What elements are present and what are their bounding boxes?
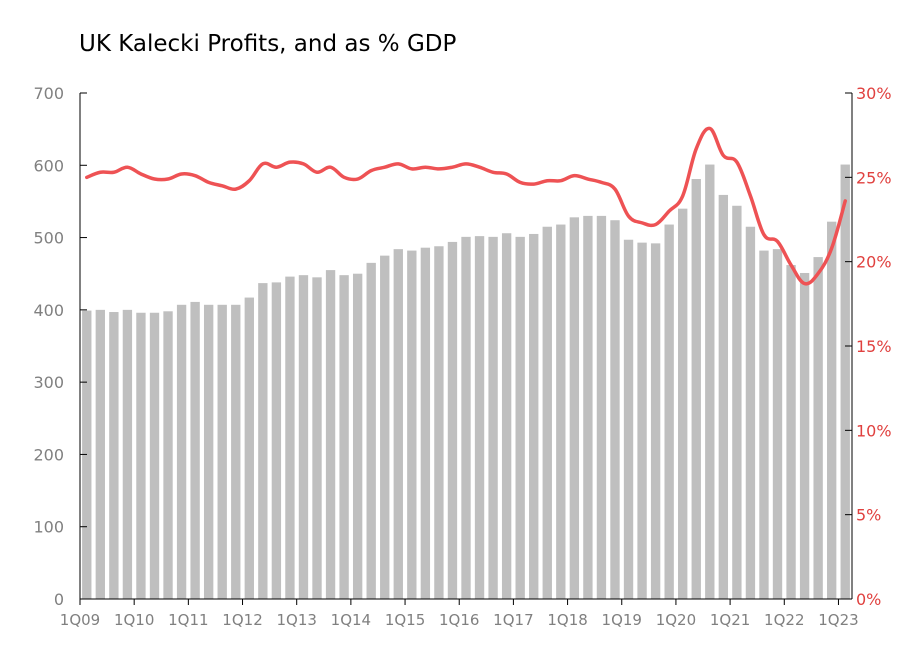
bar-1Q19 [623,239,634,600]
bar-2Q13 [312,277,322,599]
bar-1Q23 [840,164,850,599]
bar-3Q20 [705,164,715,599]
bar-3Q14 [380,255,390,599]
bar-2Q18 [583,215,593,599]
bar-2Q17 [529,233,539,599]
bar-4Q11 [231,304,241,599]
bar-3Q11 [217,304,227,599]
bar-4Q20 [718,194,729,600]
x-tick-label: 1Q14 [331,611,371,629]
x-tick-label: 1Q23 [818,611,858,629]
bar-1Q11 [190,301,200,599]
bar-1Q22 [786,265,796,599]
chart-title: UK Kalecki Profits, and as % GDP [79,31,456,57]
bar-3Q22 [813,257,823,599]
bar-3Q13 [325,270,336,599]
x-tick-label: 1Q20 [656,611,696,629]
bar-2Q19 [637,242,647,599]
x-tick-label: 1Q10 [114,611,154,629]
bar-2Q22 [799,272,810,599]
bar-4Q18 [610,220,620,599]
right-tick-label: 25% [856,168,892,187]
bar-2Q21 [745,226,756,600]
bar-2Q12 [258,283,268,599]
bar-2Q14 [366,262,376,599]
bar-1Q21 [732,205,742,599]
bar-2Q10 [149,312,160,599]
bar-3Q10 [163,311,173,599]
left-tick-label: 500 [33,229,64,248]
bar-3Q09 [109,312,119,599]
right-tick-label: 5% [856,506,881,525]
bar-3Q19 [650,243,661,599]
bar-3Q17 [542,226,552,600]
x-tick-label: 1Q22 [764,611,804,629]
profit-share-line [85,126,847,286]
x-tick-label: 1Q19 [602,611,642,629]
left-tick-label: 0 [54,590,64,609]
x-tick-label: 1Q09 [60,611,100,629]
bar-1Q13 [298,275,309,599]
bar-4Q21 [772,249,783,599]
x-tick-label: 1Q13 [276,611,316,629]
bar-1Q14 [352,273,363,599]
x-tick-label: 1Q16 [439,611,479,629]
bar-4Q15 [447,241,458,599]
bar-1Q20 [678,208,688,599]
bar-1Q12 [244,297,254,599]
left-tick-label: 700 [33,84,64,103]
x-tick-label: 1Q17 [493,611,533,629]
bar-3Q12 [271,282,282,599]
bar-1Q16 [461,236,471,599]
bar-4Q17 [556,224,566,599]
right-tick-label: 15% [856,337,892,356]
bar-4Q10 [176,304,187,599]
right-axis: 0% 5% 10% 15% 20% 25% 30% [845,84,892,609]
x-axis: 1Q09 1Q10 1Q11 1Q12 1Q13 1Q14 1Q15 1Q16 1Q17 1Q18… [60,598,859,629]
right-tick-label: 10% [856,421,892,440]
bar-4Q16 [501,233,512,600]
bar-2Q09 [95,309,105,599]
left-tick-label: 600 [33,156,64,175]
bar-2Q11 [203,304,214,599]
bar-1Q10 [136,312,146,599]
bar-3Q15 [434,246,444,599]
left-tick-label: 400 [33,301,64,320]
bar-series [82,164,850,600]
bar-1Q17 [515,236,525,599]
bar-4Q13 [339,275,349,599]
bar-4Q12 [285,276,295,599]
bar-2Q20 [691,179,701,599]
bar-3Q16 [488,236,498,599]
x-tick-label: 1Q15 [385,611,425,629]
left-tick-label: 200 [33,445,64,464]
right-tick-label: 30% [856,84,892,103]
right-tick-label: 20% [856,253,892,272]
bar-3Q21 [759,250,769,599]
bar-2Q15 [420,247,431,599]
bar-1Q15 [407,250,417,599]
x-tick-label: 1Q21 [710,611,750,629]
bar-4Q09 [122,309,133,599]
left-tick-label: 100 [33,518,64,537]
x-tick-label: 1Q18 [547,611,587,629]
right-tick-label: 0% [856,590,881,609]
bar-4Q22 [827,221,837,600]
bar-3Q18 [596,215,607,599]
bar-2Q16 [474,236,485,599]
bar-4Q14 [393,249,403,599]
x-tick-label: 1Q11 [168,611,208,629]
left-tick-label: 300 [33,373,64,392]
left-axis: 0 100 200 300 400 500 600 700 [33,84,87,609]
bar-1Q18 [569,217,580,599]
bar-4Q19 [664,224,674,599]
x-tick-label: 1Q12 [222,611,262,629]
